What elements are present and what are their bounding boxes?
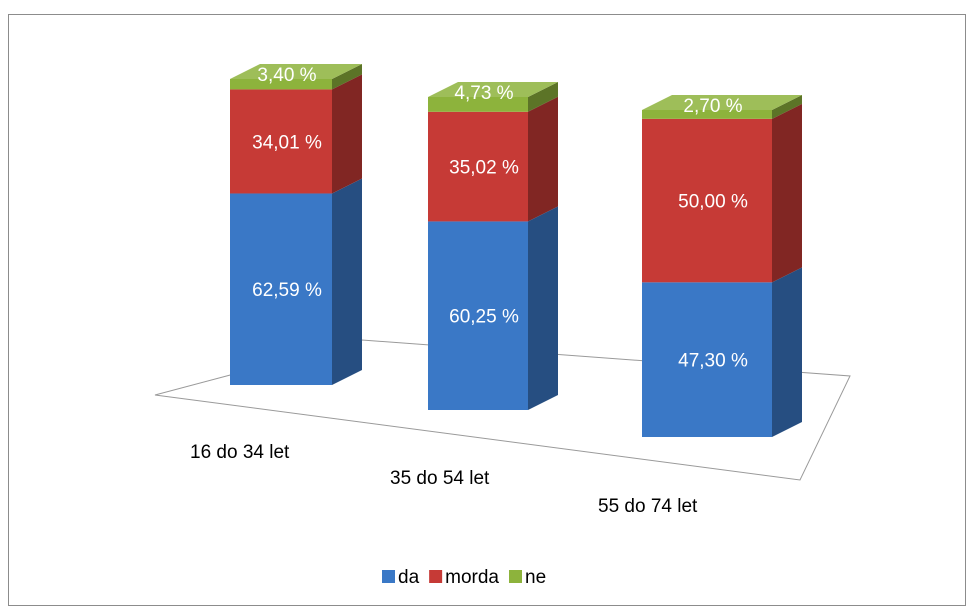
da-data-label-3: 47,30 %	[678, 351, 748, 372]
ne-bar-1-side	[332, 64, 362, 90]
ne-data-label-3: 2,70 %	[683, 96, 742, 117]
ne-bar-3-side	[772, 95, 802, 119]
legend-swatch-ne	[509, 570, 522, 583]
morda-data-label-3: 50,00 %	[678, 192, 748, 213]
legend-swatch-da	[382, 570, 395, 583]
morda-bar-3-side	[772, 103, 802, 283]
ne-bar-1	[230, 79, 332, 90]
ne-data-label-1: 3,40 %	[257, 65, 316, 86]
morda-bar-1-side	[332, 74, 362, 194]
legend: da morda ne	[382, 567, 546, 588]
da-bar-1	[230, 193, 332, 385]
legend-label-da: da	[398, 567, 420, 588]
bars-group	[230, 64, 802, 437]
ne-bar-1-top	[230, 64, 362, 79]
category-labels-group: 16 do 34 let 35 do 54 let 55 do 74 let	[190, 442, 698, 517]
da-bar-2-side	[528, 206, 558, 410]
morda-data-label-1: 34,01 %	[252, 132, 322, 153]
legend-label-ne: ne	[525, 567, 546, 588]
category-label-2: 35 do 54 let	[390, 468, 490, 489]
morda-bar-1	[230, 89, 332, 194]
data-labels-group: 62,59 % 34,01 % 3,40 % 60,25 % 35,02 % 4,73 %…	[252, 65, 748, 372]
morda-bar-2-side	[528, 96, 558, 222]
morda-data-label-2: 35,02 %	[449, 158, 519, 179]
morda-bar-2	[428, 111, 528, 222]
ne-bar-3	[642, 110, 772, 119]
morda-bar-3	[642, 118, 772, 283]
da-bar-3	[642, 282, 772, 437]
ne-bar-3-top	[642, 95, 802, 110]
category-label-3: 55 do 74 let	[598, 496, 698, 517]
da-bar-3-side	[772, 267, 802, 437]
da-data-label-2: 60,25 %	[449, 307, 519, 328]
da-data-label-1: 62,59 %	[252, 280, 322, 301]
category-label-1: 16 do 34 let	[190, 442, 290, 463]
ne-bar-2	[428, 97, 528, 112]
legend-swatch-morda	[429, 570, 443, 583]
ne-bar-2-side	[528, 82, 558, 112]
da-bar-1-side	[332, 178, 362, 385]
ne-bar-2-top	[428, 82, 558, 97]
legend-label-morda: morda	[445, 567, 499, 588]
ne-data-label-2: 4,73 %	[454, 83, 513, 104]
da-bar-2	[428, 221, 528, 410]
